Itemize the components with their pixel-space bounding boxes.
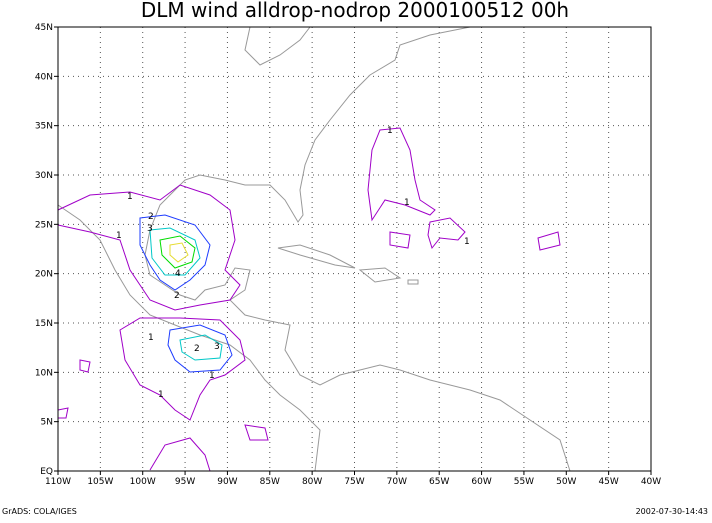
lat-tick-label: 40N	[35, 72, 53, 82]
contour-label: 3	[147, 224, 153, 234]
lon-tick-label: 95W	[175, 477, 195, 487]
lon-tick-label: 55W	[514, 477, 534, 487]
contour-label: 2	[174, 291, 180, 301]
footer-left: GrADS: COLA/IGES	[2, 507, 77, 516]
lon-tick-label: 70W	[387, 477, 407, 487]
lon-tick-label: 90W	[217, 477, 237, 487]
lon-tick-label: 40W	[641, 477, 661, 487]
contour-label: 1	[387, 126, 393, 136]
contour-label: 1	[158, 390, 164, 400]
contour-label: 1	[148, 333, 154, 343]
lon-tick-label: 45W	[598, 477, 618, 487]
lon-tick-label: 80W	[302, 477, 322, 487]
contour-label: 1	[464, 237, 470, 247]
contour-label: 1	[209, 371, 215, 381]
contour-label: 2	[194, 344, 200, 354]
title: DLM wind alldrop-nodrop 2000100512 00h	[141, 0, 569, 22]
lon-tick-label: 75W	[344, 477, 364, 487]
lat-tick-label: 5N	[41, 418, 53, 428]
coastlines	[57, 26, 571, 472]
contour-label: 1	[116, 231, 122, 241]
contour-label: 4	[175, 269, 181, 279]
contour-label: 1	[404, 198, 410, 208]
lon-tick-label: 50W	[556, 477, 576, 487]
lat-tick-label: EQ	[40, 467, 53, 477]
lat-tick-label: 45N	[35, 23, 53, 33]
contour-labels: 1 1 1 1 1 1 1 1 2 2 2 3 3 4	[116, 126, 470, 400]
lon-tick-label: 110W	[45, 477, 71, 487]
lat-tick-label: 35N	[35, 122, 53, 132]
lat-tick-label: 30N	[35, 171, 53, 181]
lat-tick-label: 10N	[35, 368, 53, 378]
lon-tick-label: 105W	[87, 477, 113, 487]
lon-tick-label: 85W	[260, 477, 280, 487]
map-frame	[57, 26, 652, 472]
contour-label: 3	[214, 342, 220, 352]
contour-label: 1	[127, 192, 133, 202]
lat-tick-label: 15N	[35, 319, 53, 329]
lat-tick-label: 25N	[35, 220, 53, 230]
lon-tick-label: 60W	[471, 477, 491, 487]
grid	[54, 26, 652, 475]
contours	[57, 127, 561, 472]
lon-tick-label: 65W	[429, 477, 449, 487]
lon-tick-label: 100W	[130, 477, 156, 487]
lat-tick-label: 20N	[35, 270, 53, 280]
contour-label: 2	[148, 212, 154, 222]
footer-right: 2002-07-30-14:43	[636, 507, 708, 516]
